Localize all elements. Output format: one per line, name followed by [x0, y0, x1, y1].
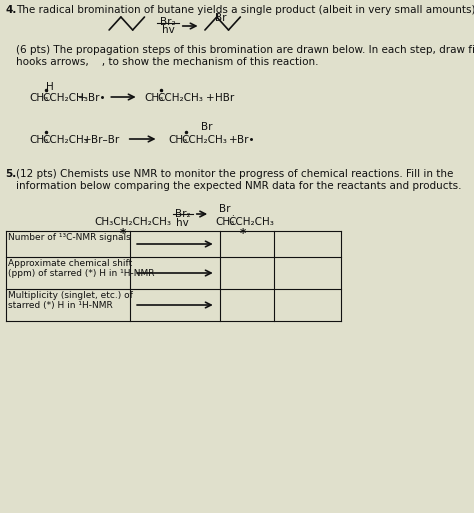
Text: CH₃: CH₃	[29, 93, 49, 103]
Text: Number of ¹³C-NMR signals: Number of ¹³C-NMR signals	[8, 233, 131, 242]
Text: *: *	[120, 227, 127, 240]
Text: CH₃CH₂CH₂CH₃: CH₃CH₂CH₂CH₃	[94, 217, 172, 227]
Text: (12 pts) Chemists use NMR to monitor the progress of chemical reactions. Fill in: (12 pts) Chemists use NMR to monitor the…	[16, 169, 462, 191]
Text: +: +	[228, 135, 237, 145]
Text: +: +	[82, 135, 91, 145]
Text: Br: Br	[215, 13, 226, 23]
Text: Multiplicity (singlet, etc.) of
starred (*) H in ¹H-NMR: Multiplicity (singlet, etc.) of starred …	[8, 291, 133, 310]
Text: HBr: HBr	[215, 93, 235, 103]
Text: Br₂: Br₂	[160, 17, 176, 27]
Text: ĊCH₂CH₃: ĊCH₂CH₃	[43, 93, 89, 103]
Text: Br•: Br•	[88, 93, 105, 103]
Text: CH₃: CH₃	[168, 135, 187, 145]
Text: Br₂: Br₂	[175, 209, 191, 219]
Text: Br•: Br•	[237, 135, 255, 145]
Text: 4.: 4.	[5, 5, 17, 15]
Text: Approximate chemical shift
(ppm) of starred (*) H in ¹H-NMR: Approximate chemical shift (ppm) of star…	[8, 259, 155, 279]
Text: (6 pts) The propagation steps of this bromination are drawn below. In each step,: (6 pts) The propagation steps of this br…	[16, 45, 474, 67]
Text: hv: hv	[162, 25, 174, 35]
Text: CH₃: CH₃	[29, 135, 49, 145]
Text: Br: Br	[201, 122, 212, 132]
Text: +: +	[78, 93, 87, 103]
Text: Br: Br	[219, 204, 230, 214]
Text: CH₃: CH₃	[145, 93, 164, 103]
Text: ĊCH₂CH₃: ĊCH₂CH₃	[43, 135, 89, 145]
Text: 5.: 5.	[5, 169, 17, 179]
Text: The radical bromination of butane yields a single product (albeit in very small : The radical bromination of butane yields…	[16, 5, 474, 15]
Text: H: H	[46, 82, 54, 92]
Text: ĊCH₂CH₃: ĊCH₂CH₃	[182, 135, 227, 145]
Text: *: *	[239, 227, 246, 240]
Text: Br–Br: Br–Br	[91, 135, 119, 145]
Text: ĊCH₂CH₃: ĊCH₂CH₃	[158, 93, 204, 103]
Text: ĊCH₂CH₃: ĊCH₂CH₃	[228, 217, 274, 227]
Text: hv: hv	[176, 218, 189, 228]
Text: CH₃: CH₃	[215, 217, 235, 227]
Text: +: +	[206, 93, 215, 103]
